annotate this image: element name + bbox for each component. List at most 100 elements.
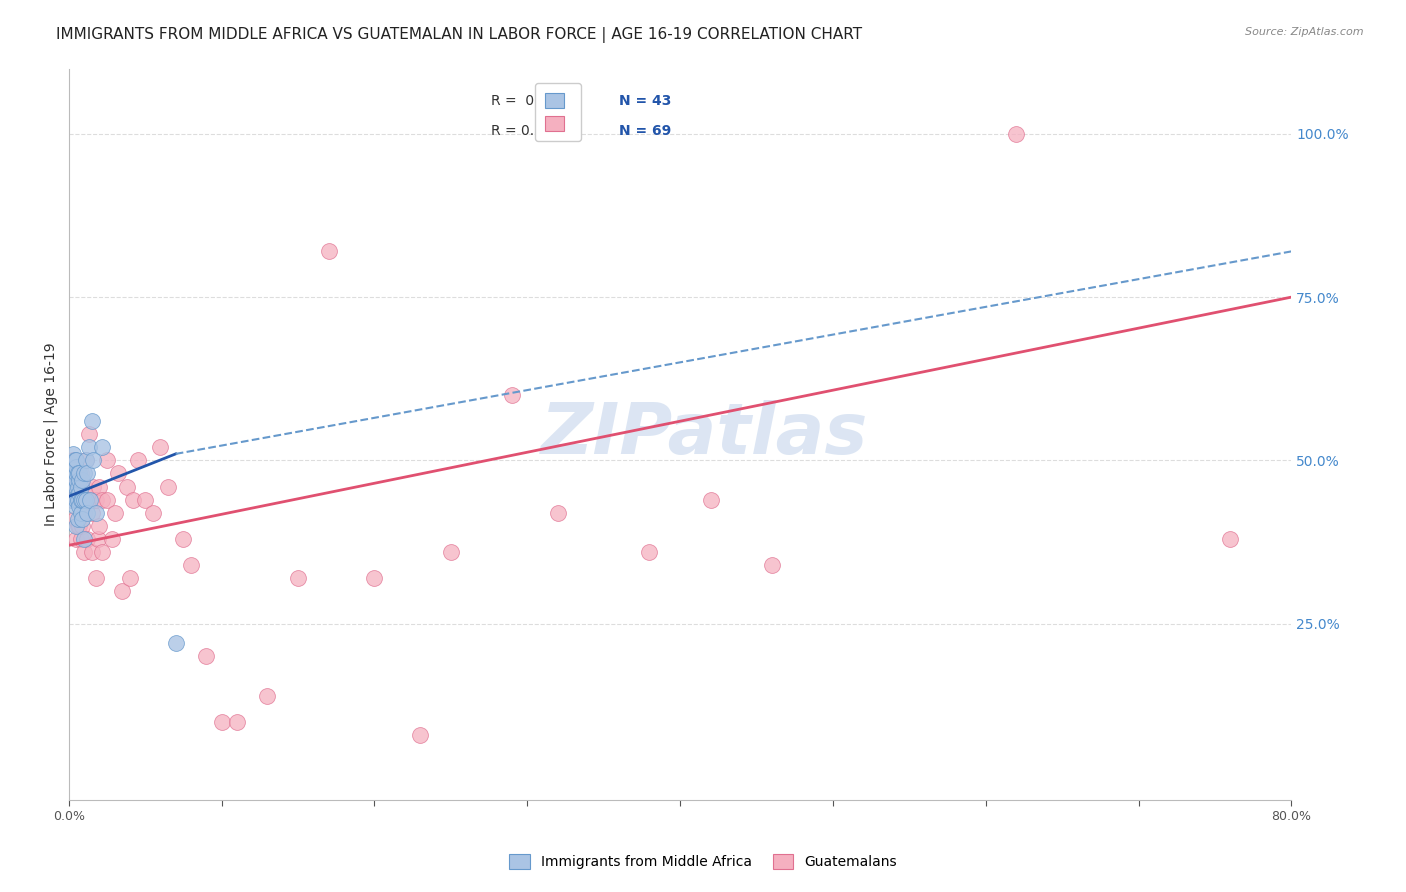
Text: Source: ZipAtlas.com: Source: ZipAtlas.com [1246,27,1364,37]
Point [111,584,134,599]
Point [73,479,96,493]
Point [65,518,87,533]
Point [72,512,94,526]
Point [65,467,87,481]
Point [63,512,86,526]
Point [62,467,84,481]
Point [89,518,111,533]
Point [87,532,110,546]
Point [96,492,118,507]
Legend: Immigrants from Middle Africa, Guatemalans: Immigrants from Middle Africa, Guatemala… [502,847,904,876]
Y-axis label: In Labor Force | Age 16-19: In Labor Force | Age 16-19 [44,343,58,526]
Point [83,492,105,507]
Point [73,506,96,520]
Point [72,473,94,487]
Point [66,512,89,526]
Point [761,558,783,572]
Point [65,492,87,507]
Point [62,453,84,467]
Point [73,467,96,481]
Point [180,558,202,572]
Point [70,532,93,546]
Point [65,453,87,467]
Point [66,479,89,493]
Legend: , : , [534,83,581,141]
Point [60,492,83,507]
Point [318,244,340,259]
Point [84,492,107,507]
Point [67,486,90,500]
Point [65,532,87,546]
Point [80,545,103,559]
Point [66,467,89,481]
Point [82,453,104,467]
Point [100,532,122,546]
Point [70,506,93,520]
Point [1005,127,1028,141]
Point [287,571,309,585]
Point [84,571,107,585]
Point [67,467,90,481]
Point [80,414,103,428]
Point [165,636,187,650]
Point [638,545,661,559]
Point [79,492,101,507]
Point [256,689,278,703]
Point [211,714,233,729]
Point [67,499,90,513]
Point [67,473,90,487]
Point [363,571,385,585]
Text: N = 43: N = 43 [619,95,671,109]
Point [1219,532,1241,546]
Point [547,506,569,520]
Point [62,459,84,474]
Point [134,492,156,507]
Point [76,492,98,507]
Point [63,473,86,487]
Point [70,492,93,507]
Point [65,473,87,487]
Point [70,467,93,481]
Point [77,427,100,442]
Point [77,441,100,455]
Point [89,479,111,493]
Point [75,453,97,467]
Point [195,649,218,664]
Point [65,459,87,474]
Point [501,388,523,402]
Point [63,453,86,467]
Point [70,492,93,507]
Point [440,545,463,559]
Point [225,714,247,729]
Point [66,518,89,533]
Text: R =  0.171: R = 0.171 [491,95,565,109]
Point [67,518,90,533]
Point [65,492,87,507]
Point [67,479,90,493]
Point [66,486,89,500]
Point [103,506,125,520]
Point [65,467,87,481]
Point [115,479,138,493]
Point [91,545,114,559]
Point [65,479,87,493]
Point [122,492,145,507]
Point [73,545,96,559]
Point [75,492,97,507]
Point [62,447,84,461]
Point [172,532,194,546]
Point [118,571,141,585]
Point [409,728,432,742]
Point [72,492,94,507]
Point [66,492,89,507]
Point [73,532,96,546]
Point [62,479,84,493]
Point [76,532,98,546]
Point [63,499,86,513]
Point [75,453,97,467]
Point [72,518,94,533]
Point [96,453,118,467]
Point [76,506,98,520]
Point [79,492,101,507]
Point [72,492,94,507]
